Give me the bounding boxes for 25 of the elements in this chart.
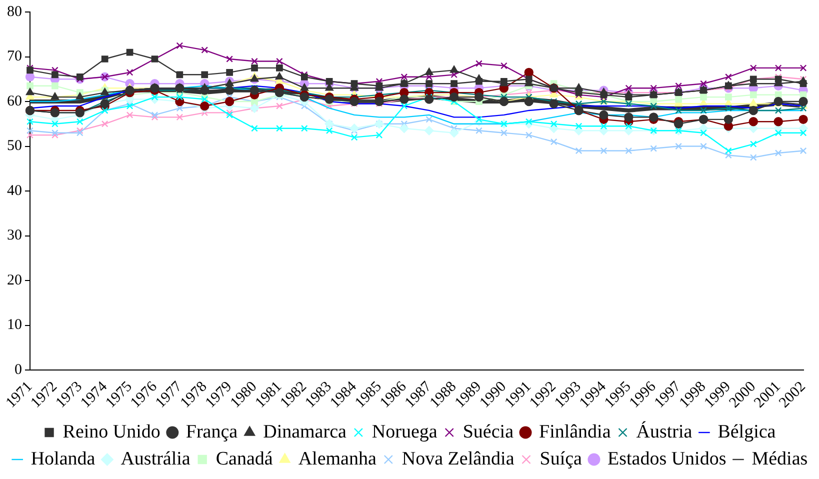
legend-label: Áustria: [636, 420, 693, 442]
y-tick-label: 40: [7, 182, 22, 199]
legend-label: Noruega: [372, 421, 438, 442]
legend-label: Bélgica: [718, 421, 776, 442]
legend-label: Finlândia: [538, 421, 612, 442]
y-tick-label: 80: [7, 4, 22, 20]
legend-label: França: [186, 421, 238, 442]
y-tick-label: 60: [7, 93, 22, 110]
y-tick-label: 0: [14, 362, 22, 378]
y-tick-label: 30: [7, 228, 22, 244]
y-tick-label: 50: [7, 138, 22, 154]
legend-label: Médias: [752, 448, 808, 470]
legend-label: Suécia: [462, 421, 514, 442]
legend-label: Reino Unido: [62, 421, 160, 442]
legend-label: Nova Zelândia: [402, 448, 515, 470]
legend-label: Austrália: [120, 448, 191, 470]
y-tick-label: 70: [7, 48, 22, 65]
legend-label: Alemanha: [298, 448, 377, 470]
legend-label: Canadá: [216, 448, 274, 470]
y-tick-label: 20: [7, 272, 22, 288]
legend-label: Dinamarca: [263, 421, 348, 442]
y-tick-label: 10: [7, 317, 22, 334]
legend-label: Suíça: [540, 448, 583, 470]
legend-label: Holanda: [30, 448, 96, 470]
legend-label: Estados Unidos: [607, 448, 726, 470]
